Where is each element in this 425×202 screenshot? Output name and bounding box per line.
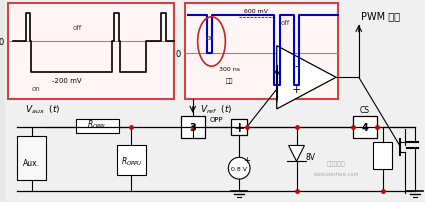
Text: off: off: [281, 20, 290, 26]
Text: 300 ns: 300 ns: [219, 66, 240, 72]
Text: on: on: [31, 85, 40, 91]
Bar: [17, 136, 46, 180]
Text: $V_{ref}$  $(t)$: $V_{ref}$ $(t)$: [200, 103, 233, 116]
Circle shape: [228, 158, 250, 179]
Text: $R_{OPPU}$: $R_{OPPU}$: [121, 154, 142, 167]
Bar: [181, 116, 204, 138]
Polygon shape: [289, 146, 304, 161]
Text: 0: 0: [0, 38, 4, 47]
Text: Aux.: Aux.: [23, 159, 40, 167]
Text: 8V: 8V: [305, 152, 315, 161]
Text: +: +: [233, 120, 245, 134]
Text: off: off: [73, 25, 82, 31]
Text: +: +: [243, 155, 249, 164]
Bar: [231, 119, 247, 135]
Bar: [116, 146, 146, 175]
Text: 0: 0: [176, 49, 181, 58]
Text: 600 mV: 600 mV: [244, 9, 268, 14]
Text: -: -: [295, 61, 298, 71]
Text: www.elecfans.com: www.elecfans.com: [313, 171, 359, 176]
Text: on: on: [205, 35, 214, 41]
Text: $V_{aux}$  $(t)$: $V_{aux}$ $(t)$: [25, 103, 60, 116]
Polygon shape: [277, 46, 336, 109]
Text: -200 mV: -200 mV: [52, 77, 82, 83]
Text: 4: 4: [361, 122, 368, 132]
Bar: [8, 4, 174, 100]
Bar: [76, 119, 119, 133]
Text: 电子发烧友: 电子发烧友: [327, 161, 346, 166]
Text: PWM 复位: PWM 复位: [361, 11, 400, 21]
Text: 3: 3: [190, 122, 196, 132]
Text: $R_{OPPL}$: $R_{OPPL}$: [87, 118, 107, 130]
Bar: [185, 4, 338, 100]
Bar: [353, 116, 377, 138]
Text: 消隐: 消隐: [226, 78, 233, 83]
Bar: [373, 142, 392, 169]
Text: CS: CS: [360, 106, 370, 115]
Text: 0.8 V: 0.8 V: [231, 166, 247, 171]
Text: +: +: [292, 85, 301, 95]
Text: OPP: OPP: [210, 116, 223, 122]
